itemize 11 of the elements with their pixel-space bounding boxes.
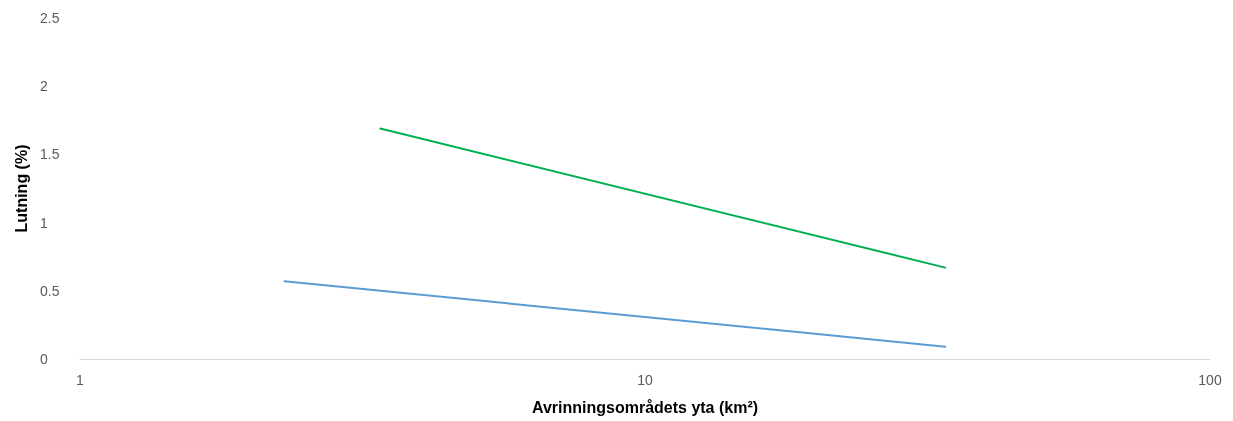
y-tick-label: 1.5 (40, 146, 60, 163)
y-tick-label: 2 (40, 78, 48, 95)
x-axis-title: Avrinningsområdets yta (km²) (531, 398, 759, 416)
y-tick-label: 0.5 (40, 282, 60, 299)
y-tick-label: 2.5 (40, 10, 60, 26)
y-tick-label: 0 (40, 351, 48, 367)
x-tick-label: 100 (1198, 372, 1222, 388)
x-tick-label: 10 (637, 372, 653, 388)
y-axis-title: Lutning (%) (12, 144, 30, 233)
x-tick-label: 1 (76, 372, 85, 388)
y-tick-label: 1 (40, 214, 48, 231)
